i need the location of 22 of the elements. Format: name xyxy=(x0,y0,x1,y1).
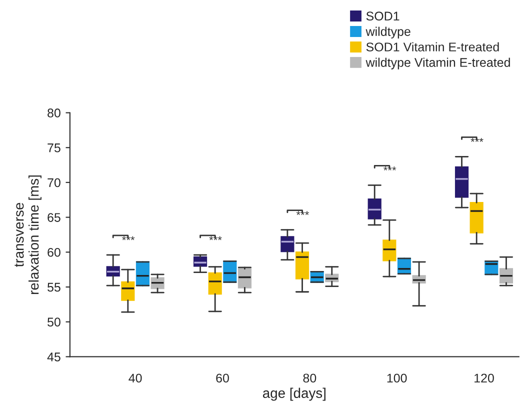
legend-label: wildtype Vitamin E-treated xyxy=(366,58,510,70)
legend-label: wildtype xyxy=(366,26,410,38)
annotation: *** xyxy=(296,211,309,216)
y-tick-label: 65 xyxy=(48,213,60,222)
x-tick-label: 80 xyxy=(303,374,316,383)
annotation: *** xyxy=(384,166,396,170)
y-tick-label: 55 xyxy=(48,282,60,292)
x-tick-label: 60 xyxy=(216,374,229,383)
y-tick-label: 75 xyxy=(48,144,60,152)
y-tick-label: 70 xyxy=(48,178,60,188)
annotation: *** xyxy=(470,138,484,142)
legend-label: SOD1 Vitamin E-treated xyxy=(366,42,499,52)
x-tick-label: 100 xyxy=(387,374,407,383)
x-tick-label: 40 xyxy=(128,374,142,383)
y-tick-label: 60 xyxy=(48,248,60,257)
x-axis-title: age [days] xyxy=(262,388,326,401)
x-tick-label: 120 xyxy=(474,374,494,383)
legend-label: SOD1 xyxy=(366,12,400,20)
y-axis-title: transverse relaxation time [ms] xyxy=(14,176,42,294)
y-tick-label: 45 xyxy=(47,352,60,362)
y-tick-label: 80 xyxy=(48,108,60,118)
y-tick-label: 50 xyxy=(48,318,60,326)
